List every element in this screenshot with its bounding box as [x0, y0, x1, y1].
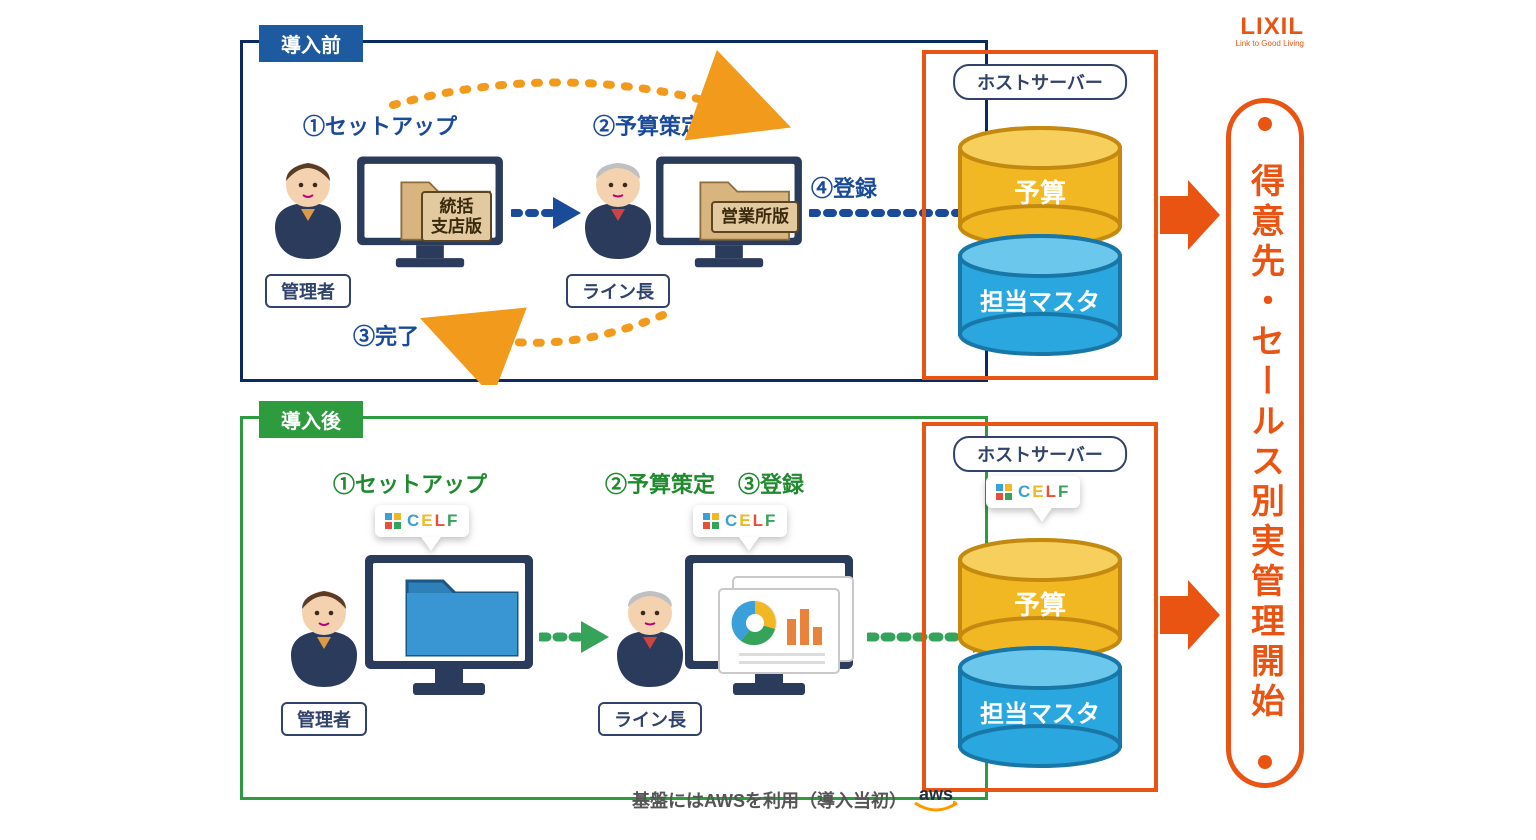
arrow-goal-bottom [1160, 580, 1220, 650]
lixil-logo: LIXIL Link to Good Living [1236, 15, 1305, 48]
before-folder2-label: 営業所版 [711, 201, 799, 233]
before-step-1: ①セットアップ [303, 109, 457, 141]
before-line-label: ライン長 [566, 274, 670, 308]
before-monitor-1: 統括 支店版 [345, 151, 515, 271]
monitor-folder-icon [359, 549, 539, 699]
aws-smile-icon [913, 801, 959, 815]
panel-before: 導入前 ①セットアップ ②予算策定 ③完了 ④登録 [240, 40, 988, 382]
svg-text:担当マスタ: 担当マスタ [980, 701, 1100, 728]
lixil-brand: LIXIL [1236, 15, 1305, 39]
celf-icon [996, 484, 1012, 500]
db-top-label: 予算 [1014, 178, 1066, 208]
aws-logo: aws [913, 785, 959, 815]
db-cylinders-icon: 予算 担当マスタ [955, 538, 1125, 768]
celf-icon [385, 513, 401, 529]
after-step-1: ①セットアップ [333, 467, 487, 499]
monitor-charts-icon [679, 549, 869, 699]
arrow-goal-top [1160, 180, 1220, 250]
panel-after: 導入後 ①セットアップ ②予算策定 ③登録 CELF 管理者 [240, 416, 988, 800]
after-step-2: ②予算策定 [605, 467, 715, 499]
db-stack-before: 予算 担当マスタ [955, 126, 1125, 361]
after-monitor-2 [679, 549, 869, 699]
after-line-label: ライン長 [598, 702, 702, 736]
host-frame-before: ホストサーバー 予算 担当マスタ [922, 50, 1158, 380]
diagram-canvas: LIXIL Link to Good Living 得意先・セールス別実管理開始… [232, 20, 1304, 820]
goal-pill: 得意先・セールス別実管理開始 [1226, 98, 1304, 788]
celf-badge-2: CELF [693, 505, 787, 537]
goal-text: 得意先・セールス別実管理開始 [1241, 163, 1290, 723]
celf-icon [703, 513, 719, 529]
before-monitor-2: 営業所版 [649, 151, 809, 271]
db-cylinders-icon: 予算 担当マスタ [955, 126, 1125, 356]
before-step-2: ②予算策定 [593, 109, 703, 141]
db-stack-after: 予算 担当マスタ [955, 538, 1125, 773]
after-admin-label: 管理者 [281, 702, 367, 736]
after-step-3: ③登録 [738, 467, 804, 499]
host-title-after: ホストサーバー [953, 436, 1127, 472]
panel-tab-after: 導入後 [259, 401, 363, 438]
person-admin-icon [263, 151, 353, 263]
person-admin-icon [279, 579, 369, 691]
after-monitor-1 [359, 549, 539, 699]
celf-badge-1: CELF [375, 505, 469, 537]
before-step-4: ④登録 [811, 171, 877, 203]
panel-tab-before: 導入前 [259, 25, 363, 62]
db-bot-label: 担当マスタ [980, 289, 1100, 316]
aws-note-text: 基盤にはAWSを利用（導入当初） [632, 787, 907, 813]
host-frame-after: ホストサーバー CELF 予算 担当マスタ [922, 422, 1158, 792]
before-folder1-label: 統括 支店版 [421, 191, 492, 242]
lixil-tagline: Link to Good Living [1236, 39, 1305, 48]
host-title-before: ホストサーバー [953, 64, 1127, 100]
aws-note: 基盤にはAWSを利用（導入当初） aws [632, 785, 959, 815]
before-admin-label: 管理者 [265, 274, 351, 308]
svg-text:予算: 予算 [1014, 590, 1066, 620]
before-step-3: ③完了 [353, 319, 419, 351]
celf-tail-host [1032, 508, 1052, 522]
celf-badge-host: CELF [986, 476, 1080, 508]
